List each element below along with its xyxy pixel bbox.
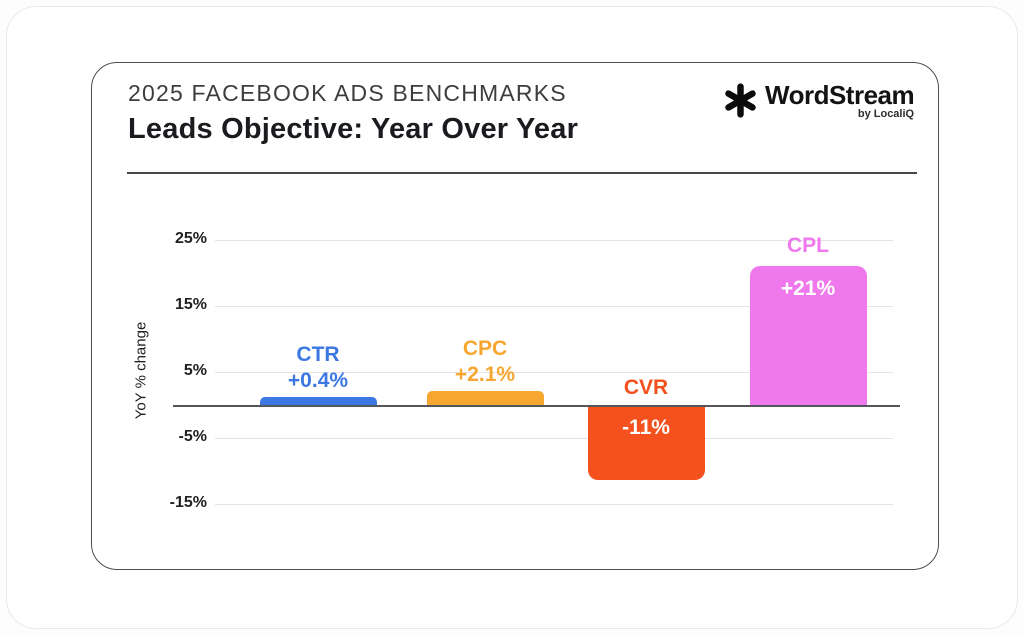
bar-value-label: -11% [622,416,670,439]
gridline [215,372,893,373]
bar-cpc [426,391,544,405]
x-axis-line [173,405,900,407]
bar-cpl [749,266,867,405]
wordstream-logo: WordStream by LocaliQ [722,80,915,126]
bar-category-label: CPL [787,234,829,258]
gridline [215,504,893,505]
asterisk-icon [725,83,756,118]
bar-category-label: CTR [296,343,340,366]
logo-name: WordStream [765,80,915,110]
bar-cvr [587,407,705,480]
bar-category-label: CVR [623,376,669,399]
kicker-text: 2025 FACEBOOK ADS BENCHMARKS [128,80,567,106]
y-tick-label: 15% [174,296,207,313]
y-tick-label: 25% [174,230,207,247]
title-divider [127,172,917,174]
bar-category-label: CPC [462,337,508,361]
y-axis-title: YoY % change [132,321,150,420]
logo-byline: by LocaliQ [857,108,915,120]
gridline [215,438,893,439]
gridline [215,240,893,241]
bar-value-label: +0.4% [287,369,349,392]
y-tick-label: -15% [169,494,207,511]
page-title: Leads Objective: Year Over Year [128,113,579,145]
bar-ctr [259,397,377,405]
y-tick-label: 5% [183,362,207,379]
bar-value-label: +2.1% [454,363,516,387]
bar-value-label: +21% [780,277,836,301]
gridline [215,306,893,307]
logo-text: WordStream by LocaliQ [765,80,915,120]
y-tick-label: -5% [178,428,207,445]
